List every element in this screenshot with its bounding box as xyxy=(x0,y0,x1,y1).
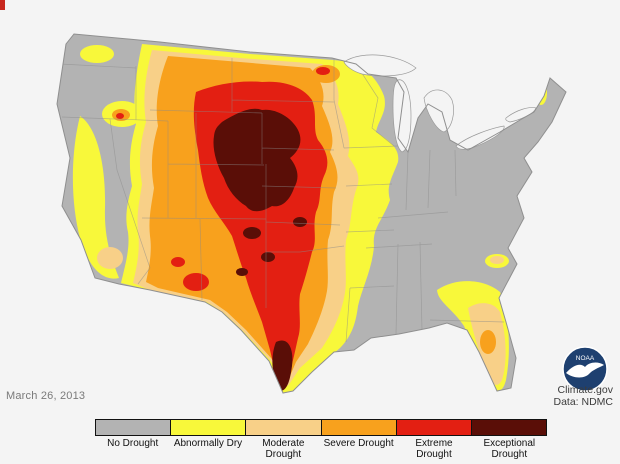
legend-labels: No Drought Abnormally Dry Moderate Droug… xyxy=(95,438,547,460)
legend-label-severe-drought: Severe Drought xyxy=(323,438,394,449)
legend-swatch-abnormally-dry xyxy=(171,420,247,435)
legend-label-moderate-drought: Moderate Drought xyxy=(262,438,305,460)
credits: Climate.gov Data: NDMC xyxy=(553,384,613,408)
great-lakes xyxy=(343,54,537,153)
credit-site: Climate.gov xyxy=(557,384,613,396)
drought-layers xyxy=(59,44,547,393)
legend-swatch-extreme-drought xyxy=(396,420,472,435)
legend-label-extreme-drought: Extreme Drought xyxy=(415,438,453,460)
legend-swatch-no-drought xyxy=(96,420,172,435)
legend-swatch-severe-drought xyxy=(321,420,397,435)
legend-swatch-exceptional-drought xyxy=(471,420,547,435)
drought-legend: No Drought Abnormally Dry Moderate Droug… xyxy=(95,419,547,460)
noaa-logo: NOAA xyxy=(562,346,608,392)
us-drought-map xyxy=(56,33,567,394)
legend-label-exceptional-drought: Exceptional Drought xyxy=(483,438,536,460)
legend-label-no-drought: No Drought xyxy=(107,438,159,449)
legend-swatch-moderate-drought xyxy=(246,420,322,435)
legend-color-bar xyxy=(95,419,547,436)
layer-exceptional-drought xyxy=(213,108,307,391)
lake-erie xyxy=(455,125,505,150)
lake-michigan xyxy=(392,79,412,153)
noaa-logo-text: NOAA xyxy=(576,355,595,362)
lake-superior xyxy=(343,54,417,77)
lake-huron xyxy=(423,89,454,133)
corner-artifact xyxy=(0,0,5,10)
legend-label-abnormally-dry: Abnormally Dry xyxy=(173,438,243,449)
state-borders xyxy=(59,58,505,343)
credit-data-source: Data: NDMC xyxy=(553,396,613,408)
map-date: March 26, 2013 xyxy=(6,390,86,402)
noaa-seagull-icon xyxy=(566,362,604,378)
